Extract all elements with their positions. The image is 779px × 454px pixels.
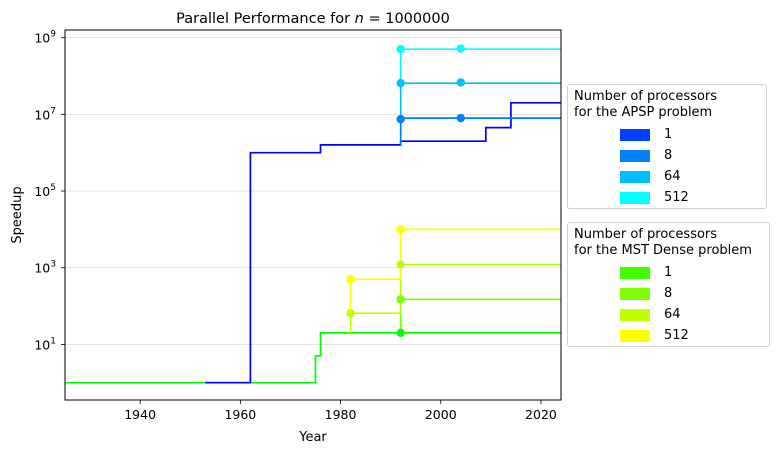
series-marker	[396, 45, 405, 54]
x-axis-ticks: 1940 1960 1980 2000 2020	[124, 400, 557, 422]
series-marker	[346, 275, 355, 284]
legend-swatch	[620, 149, 650, 162]
legend-entry: 8	[574, 145, 760, 166]
series-marker	[396, 225, 405, 234]
series-line-mst-dense-64	[349, 263, 561, 333]
y-axis-label: Speedup	[10, 186, 25, 243]
legend-swatch	[620, 329, 650, 342]
y-tick-exponent: 1	[50, 336, 56, 346]
chart-title: Parallel Performance for n = 1000000	[176, 11, 450, 27]
legend-apsp-title-line-1: Number of processors	[574, 89, 718, 104]
y-tick-exponent: 3	[50, 260, 56, 270]
series-line-apsp-512	[399, 48, 561, 84]
y-tick-label: 107	[34, 106, 56, 122]
series-marker	[456, 44, 465, 53]
legend-label: 64	[664, 169, 681, 184]
legend-swatch	[620, 287, 650, 300]
series-line-mst-dense-1	[65, 332, 561, 384]
series-marker	[456, 113, 465, 123]
series-marker	[396, 295, 405, 304]
x-tick-label: 1960	[224, 407, 256, 422]
legend-label: 8	[664, 148, 673, 163]
legend-mst-title-line-1: Number of processors	[574, 227, 718, 242]
x-tick-label: 2000	[425, 407, 457, 422]
series-marker	[346, 309, 355, 318]
series-lines	[65, 48, 561, 384]
legend-swatch	[620, 308, 650, 321]
y-tick-exponent: 7	[50, 106, 56, 116]
plot-frame	[64, 29, 562, 401]
y-tick-label: 103	[34, 260, 56, 276]
y-tick-label: 101	[34, 336, 56, 352]
legend-mst-dense: Number of processors for the MST Dense p…	[567, 222, 770, 347]
series-marker	[396, 114, 405, 124]
x-axis-label: Year	[298, 430, 327, 445]
legend-entry: 1	[574, 262, 763, 283]
legend-label: 1	[664, 127, 673, 142]
legend-swatch	[620, 128, 650, 141]
legend-swatch	[620, 191, 650, 204]
y-tick-exponent: 5	[50, 183, 56, 193]
series-line-mst-dense-512	[349, 228, 561, 314]
legend-apsp: Number of processors for the APSP proble…	[567, 84, 767, 209]
chart-title-prefix: Parallel Performance for	[176, 11, 354, 27]
chart-title-variable: n	[355, 11, 364, 27]
legend-entry: 8	[574, 283, 763, 304]
legend-entry: 512	[574, 187, 760, 208]
legend-mst-title-line-2: for the MST Dense problem	[574, 243, 752, 258]
legend-entry: 64	[574, 304, 763, 325]
legend-label: 8	[664, 286, 673, 301]
y-axis-ticks: 101 103 105 107 109	[34, 30, 65, 352]
legend-label: 1	[664, 265, 673, 280]
x-tick-label: 1980	[325, 407, 357, 422]
legend-entry: 512	[574, 325, 763, 346]
series-line-apsp-1	[205, 101, 561, 384]
series-marker	[456, 78, 465, 87]
chart-title-suffix: = 1000000	[364, 11, 450, 27]
x-tick-label: 2020	[525, 407, 557, 422]
legend-label: 512	[664, 190, 689, 205]
legend-entry: 64	[574, 166, 760, 187]
y-tick-exponent: 9	[50, 30, 56, 40]
legend-apsp-title-line-2: for the APSP problem	[574, 105, 713, 120]
legend-label: 64	[664, 307, 681, 322]
y-tick-label: 109	[34, 30, 56, 46]
series-line-mst-dense-8	[399, 298, 561, 333]
x-tick-label: 1940	[124, 407, 156, 422]
legend-swatch	[620, 170, 650, 183]
gridlines	[65, 37, 561, 345]
series-markers	[346, 44, 465, 338]
legend-entry: 1	[574, 124, 760, 145]
series-marker	[396, 328, 405, 338]
series-line-apsp-64	[399, 82, 561, 119]
series-marker	[396, 78, 405, 88]
legend-swatch	[620, 266, 650, 279]
y-tick-label: 105	[34, 183, 56, 199]
legend-label: 512	[664, 328, 689, 343]
series-marker	[396, 260, 405, 269]
